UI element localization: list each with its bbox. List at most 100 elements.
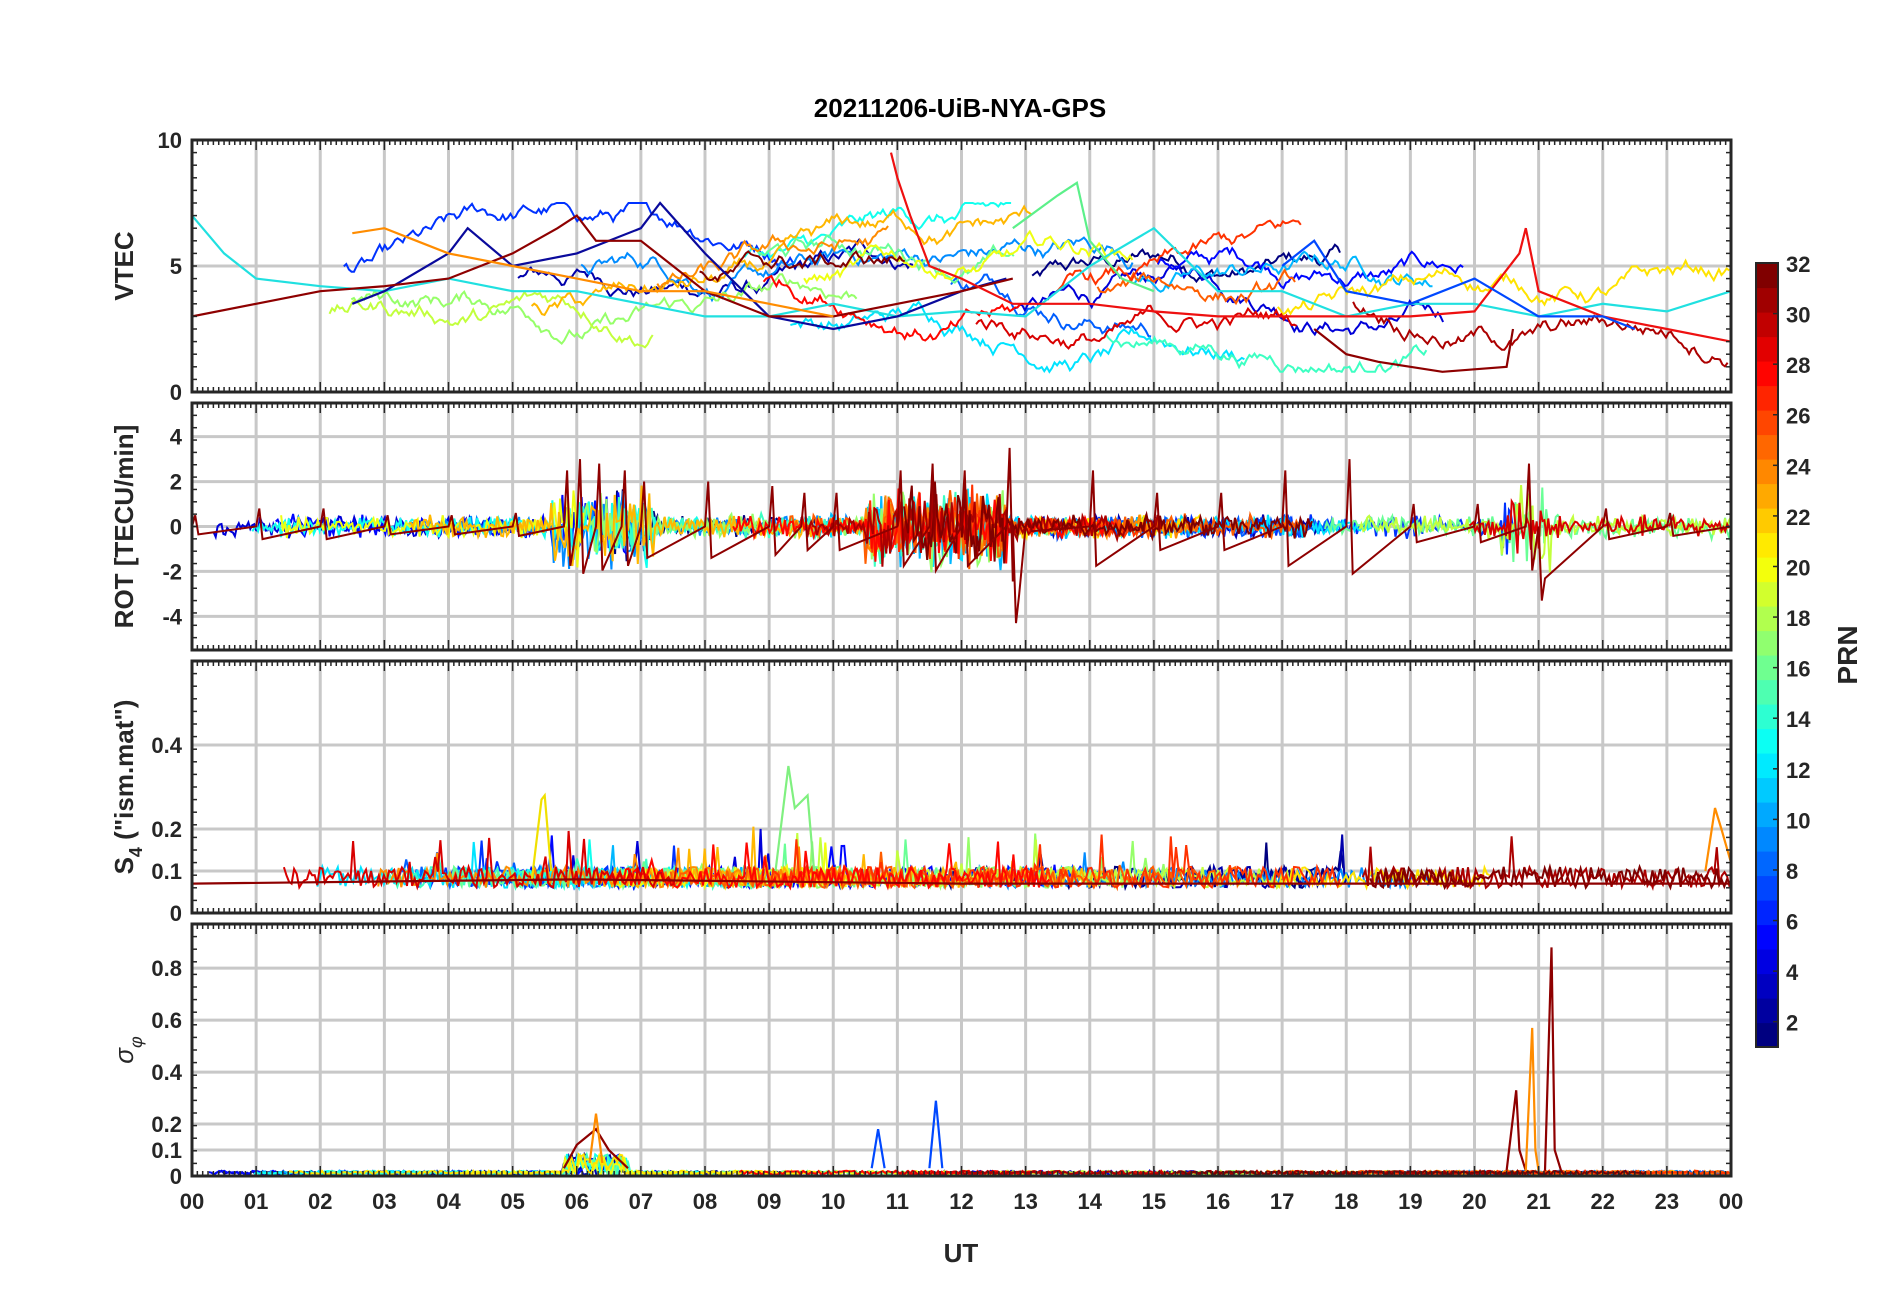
prn-trace	[343, 202, 796, 273]
prn-trace	[1276, 258, 1730, 316]
prn-trace	[743, 201, 1012, 259]
panel-frame	[190, 922, 1733, 1178]
colorbar-tick-label: 26	[1786, 404, 1810, 429]
y-tick-label: 0.2	[151, 1112, 182, 1137]
colorbar-segment	[1756, 508, 1778, 534]
colorbar-segment	[1756, 410, 1778, 436]
colorbar-segment	[1756, 557, 1778, 583]
colorbar-tick-label: 24	[1786, 454, 1811, 479]
prn-series-line	[1281, 239, 1636, 331]
y-axis-label-subscript: φ	[126, 1036, 146, 1048]
x-tick-label: 18	[1334, 1189, 1358, 1214]
colorbar-segment	[1756, 728, 1778, 754]
prn-series-line	[192, 878, 1731, 885]
y-tick-label: 0.1	[151, 1138, 182, 1163]
colorbar-label: PRN	[1832, 625, 1863, 684]
prn-series-line	[192, 214, 1014, 318]
y-tick-label: 4	[170, 425, 183, 450]
traces-s4	[192, 765, 1731, 892]
prn-series-line	[352, 227, 834, 318]
panel-vtec: 0 5 10 VTEC	[109, 128, 1733, 405]
x-tick-label: 12	[949, 1189, 973, 1214]
colorbar-tick-label: 10	[1786, 808, 1810, 833]
x-tick-label: 10	[821, 1189, 845, 1214]
y-axis-label: ROT [TECU/min]	[109, 425, 139, 629]
colorbar-segment	[1756, 655, 1778, 681]
prn-trace	[580, 236, 1134, 303]
prn-trace	[656, 225, 889, 290]
prn-trace	[530, 204, 1033, 317]
prn-trace	[328, 290, 654, 349]
y-axis-label-base: S	[109, 857, 139, 874]
prn-trace	[699, 250, 906, 283]
x-tick-label: 05	[500, 1189, 524, 1214]
x-tick-label: 16	[1206, 1189, 1230, 1214]
x-tick-label: 23	[1655, 1189, 1679, 1214]
traces-rot	[192, 447, 1731, 624]
colorbar-segment	[1756, 483, 1778, 509]
x-tick-label: 06	[565, 1189, 589, 1214]
prn-series-line	[1505, 1090, 1527, 1172]
colorbar-segment	[1756, 287, 1778, 313]
prn-trace	[282, 830, 678, 891]
colorbar-tick-label: 12	[1786, 758, 1810, 783]
x-tick-label: 17	[1270, 1189, 1294, 1214]
y-tick-label: 10	[158, 128, 182, 153]
x-tick-label: 00	[180, 1189, 204, 1214]
x-tick-label: 03	[372, 1189, 396, 1214]
colorbar-tick-label: 20	[1786, 555, 1810, 580]
prn-trace	[1352, 301, 1729, 368]
y-tick-label: 0.2	[151, 817, 182, 842]
colorbar-tick-label: 8	[1786, 859, 1798, 884]
colorbar-segment	[1756, 361, 1778, 387]
colorbar-segment	[1756, 581, 1778, 607]
y-axis-label-base: σ	[109, 1047, 139, 1064]
colorbar-tick-label: 32	[1786, 252, 1810, 277]
x-tick-label: 13	[1013, 1189, 1037, 1214]
colorbar-segment	[1756, 753, 1778, 779]
y-tick-label: 0.8	[151, 956, 182, 981]
x-tick-label: 08	[693, 1189, 717, 1214]
prn-trace	[790, 300, 1245, 374]
y-tick-label: 0.4	[151, 1060, 182, 1085]
prn-series-line	[1704, 807, 1731, 872]
y-tick-label: 2	[170, 470, 182, 495]
y-tick-label: 0	[170, 1164, 182, 1189]
colorbar-segment	[1756, 606, 1778, 632]
colorbar-tick-label: 2	[1786, 1011, 1798, 1036]
y-tick-label: 0.4	[151, 733, 182, 758]
panel-frame	[190, 138, 1733, 394]
x-tick-label: 02	[308, 1189, 332, 1214]
colorbar-segment	[1756, 777, 1778, 803]
prn-series-line	[928, 1100, 944, 1169]
y-tick-label: 0	[170, 380, 182, 405]
y-axis-label: S4 ("ism.mat")	[109, 700, 146, 875]
colorbar-tick-label: 6	[1786, 910, 1798, 935]
prn-trace	[1369, 863, 1731, 891]
colorbar-tick-label: 14	[1786, 707, 1811, 732]
x-tick-label: 15	[1142, 1189, 1166, 1214]
y-tick-label: 5	[170, 254, 182, 279]
x-tick-label: 01	[244, 1189, 268, 1214]
colorbar-segment	[1756, 851, 1778, 877]
colorbar-segment	[1756, 263, 1778, 289]
panel-s4: 00.10.20.4S4 ("ism.mat")	[109, 659, 1733, 926]
prn-series-line	[530, 792, 553, 880]
prn-trace	[1011, 263, 1445, 337]
colorbar-segment	[1756, 704, 1778, 730]
panel-sigphi: 00.10.2 0.4 0.6 0.8 σφ	[109, 922, 1733, 1189]
prn-series-line	[774, 765, 816, 872]
prn-trace	[1358, 484, 1731, 573]
colorbar-segment	[1756, 900, 1778, 926]
x-tick-label: 21	[1526, 1189, 1550, 1214]
x-tick-label: 14	[1078, 1189, 1103, 1214]
colorbar-tick-label: 28	[1786, 353, 1810, 378]
prn-series-line	[192, 214, 1731, 318]
x-tick-label: 00	[1719, 1189, 1743, 1214]
colorbar-tick-label: 16	[1786, 657, 1810, 682]
colorbar-segment	[1756, 385, 1778, 411]
y-tick-label: -2	[162, 559, 182, 584]
colorbar-segment	[1756, 312, 1778, 338]
rot-envelope-trace	[192, 447, 1731, 624]
